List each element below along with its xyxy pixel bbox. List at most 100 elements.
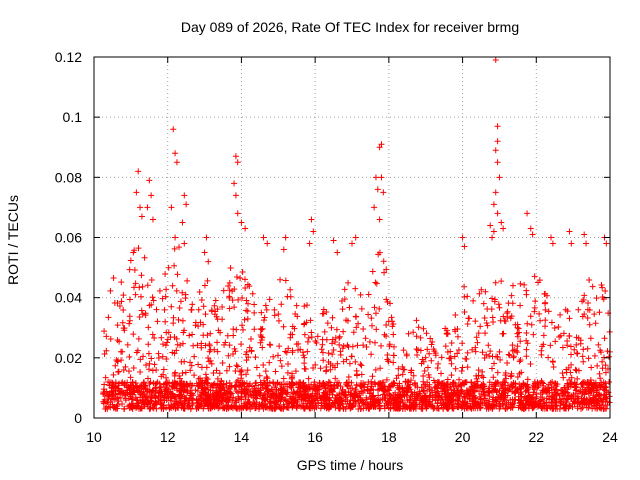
data-point bbox=[373, 280, 380, 287]
data-point bbox=[220, 392, 227, 399]
data-point bbox=[226, 279, 233, 286]
data-point bbox=[524, 210, 531, 217]
data-point bbox=[279, 390, 286, 397]
data-point bbox=[476, 290, 483, 297]
data-point bbox=[348, 379, 355, 386]
data-point bbox=[241, 316, 248, 323]
data-point bbox=[234, 377, 241, 384]
data-point bbox=[528, 321, 535, 328]
data-point bbox=[226, 287, 233, 294]
data-point bbox=[275, 317, 282, 324]
data-point bbox=[459, 364, 466, 371]
data-point bbox=[451, 326, 458, 333]
data-point bbox=[455, 404, 462, 411]
data-point bbox=[214, 306, 221, 313]
data-point bbox=[192, 319, 199, 326]
data-point bbox=[266, 400, 273, 407]
data-point bbox=[214, 375, 221, 382]
data-point bbox=[271, 306, 278, 313]
data-point bbox=[498, 278, 505, 285]
data-point bbox=[196, 289, 203, 296]
data-point bbox=[588, 397, 595, 404]
data-point bbox=[132, 291, 139, 298]
data-point bbox=[160, 394, 167, 401]
data-point bbox=[380, 189, 387, 196]
data-point bbox=[164, 336, 171, 343]
data-point bbox=[176, 375, 183, 382]
data-point bbox=[493, 396, 500, 403]
data-point bbox=[336, 341, 343, 348]
data-point bbox=[168, 405, 175, 412]
data-point bbox=[329, 400, 336, 407]
data-point bbox=[118, 357, 125, 364]
data-point bbox=[112, 362, 119, 369]
data-point bbox=[118, 298, 125, 305]
data-point bbox=[483, 351, 490, 358]
data-point bbox=[285, 400, 292, 407]
data-point bbox=[593, 382, 600, 389]
data-point bbox=[490, 401, 497, 408]
data-point bbox=[308, 216, 315, 223]
data-point bbox=[172, 150, 179, 157]
data-point bbox=[263, 403, 270, 410]
data-point bbox=[579, 389, 586, 396]
data-point bbox=[363, 394, 370, 401]
data-point bbox=[300, 349, 307, 356]
data-point bbox=[125, 368, 132, 375]
data-point bbox=[219, 303, 226, 310]
data-point bbox=[168, 204, 175, 211]
data-point bbox=[421, 367, 428, 374]
data-point bbox=[514, 324, 521, 331]
data-point bbox=[177, 298, 184, 305]
data-point bbox=[200, 321, 207, 328]
data-point bbox=[343, 394, 350, 401]
data-point bbox=[542, 306, 549, 313]
data-point bbox=[560, 405, 567, 412]
data-point bbox=[514, 333, 521, 340]
data-point bbox=[576, 398, 583, 405]
data-point bbox=[372, 279, 379, 286]
data-point bbox=[115, 382, 122, 389]
data-point bbox=[551, 396, 558, 403]
data-point bbox=[304, 338, 311, 345]
data-point bbox=[465, 392, 472, 399]
y-tick-label: 0.04 bbox=[55, 290, 82, 306]
data-point bbox=[144, 282, 151, 289]
data-point bbox=[360, 380, 367, 387]
data-point bbox=[166, 404, 173, 411]
data-point bbox=[457, 388, 464, 395]
data-point bbox=[266, 296, 273, 303]
data-point bbox=[479, 349, 486, 356]
data-point bbox=[438, 354, 445, 361]
data-point bbox=[140, 399, 147, 406]
data-point bbox=[492, 147, 499, 154]
data-point bbox=[234, 210, 241, 217]
data-point bbox=[562, 389, 569, 396]
data-point bbox=[171, 372, 178, 379]
data-point bbox=[374, 387, 381, 394]
data-point bbox=[272, 368, 279, 375]
data-point bbox=[211, 311, 218, 318]
data-point bbox=[187, 359, 194, 366]
data-point bbox=[510, 353, 517, 360]
data-point bbox=[308, 329, 315, 336]
data-point bbox=[243, 297, 250, 304]
data-point bbox=[508, 372, 515, 379]
data-point bbox=[171, 350, 178, 357]
data-point bbox=[221, 341, 228, 348]
data-point bbox=[148, 192, 155, 199]
data-point bbox=[224, 332, 231, 339]
data-point bbox=[409, 401, 416, 408]
data-point bbox=[120, 306, 127, 313]
data-point bbox=[315, 399, 322, 406]
data-point bbox=[579, 313, 586, 320]
data-point bbox=[390, 320, 397, 327]
data-point bbox=[334, 360, 341, 367]
data-point bbox=[258, 333, 265, 340]
data-point bbox=[505, 387, 512, 394]
data-point bbox=[461, 243, 468, 250]
data-point bbox=[502, 318, 509, 325]
data-point bbox=[363, 405, 370, 412]
data-point bbox=[335, 397, 342, 404]
data-point bbox=[238, 368, 245, 375]
